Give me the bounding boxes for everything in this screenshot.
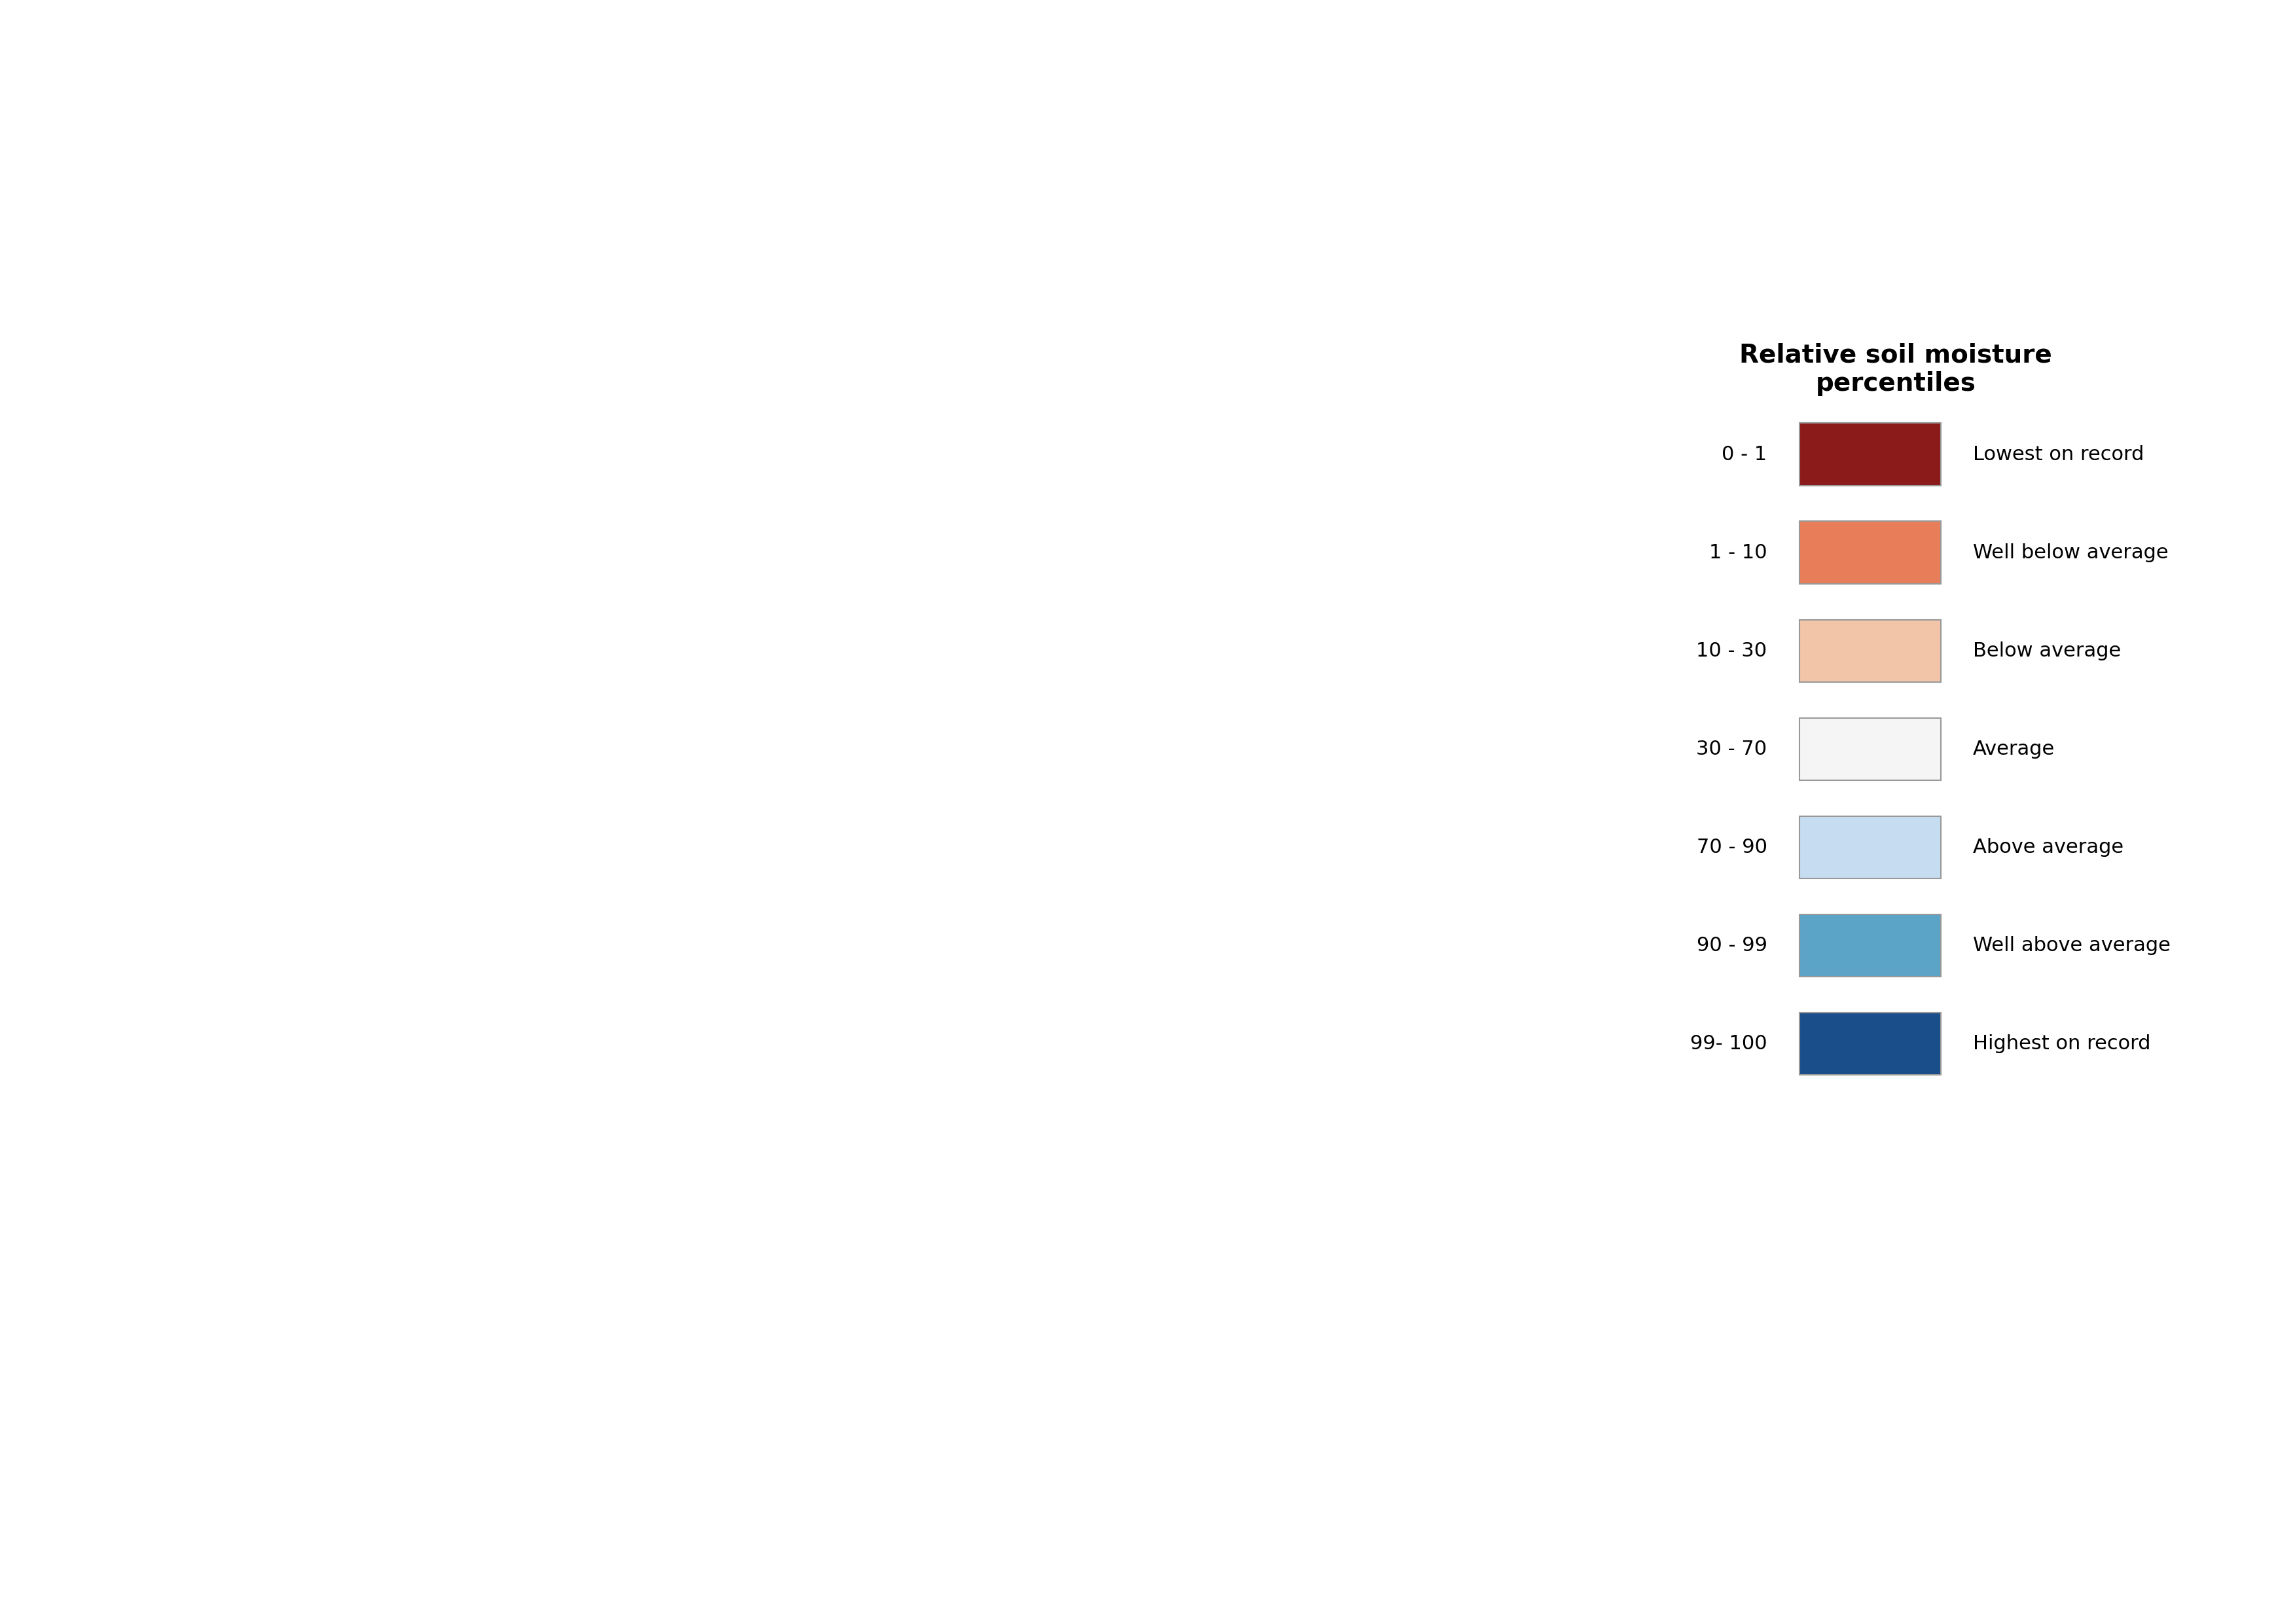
Text: Well above average: Well above average (1974, 935, 2171, 955)
Text: 30 - 70: 30 - 70 (1696, 739, 1767, 758)
FancyBboxPatch shape (1799, 619, 1942, 682)
Text: 99- 100: 99- 100 (1689, 1034, 1767, 1054)
Text: 70 - 90: 70 - 90 (1696, 838, 1767, 857)
FancyBboxPatch shape (1799, 718, 1942, 780)
FancyBboxPatch shape (1799, 422, 1942, 486)
Text: 0 - 1: 0 - 1 (1721, 445, 1767, 464)
Text: Lowest on record: Lowest on record (1974, 445, 2144, 464)
Text: 1 - 10: 1 - 10 (1710, 542, 1767, 562)
Text: Relative soil moisture
percentiles: Relative soil moisture percentiles (1740, 343, 2052, 396)
FancyBboxPatch shape (1799, 914, 1942, 976)
Text: Average: Average (1974, 739, 2054, 758)
Text: Below average: Below average (1974, 641, 2121, 661)
Text: Well below average: Well below average (1974, 542, 2169, 562)
Text: 90 - 99: 90 - 99 (1696, 935, 1767, 955)
Text: Highest on record: Highest on record (1974, 1034, 2150, 1054)
FancyBboxPatch shape (1799, 815, 1942, 879)
Text: 10 - 30: 10 - 30 (1696, 641, 1767, 661)
FancyBboxPatch shape (1799, 521, 1942, 583)
FancyBboxPatch shape (1799, 1013, 1942, 1075)
Text: Above average: Above average (1974, 838, 2123, 857)
